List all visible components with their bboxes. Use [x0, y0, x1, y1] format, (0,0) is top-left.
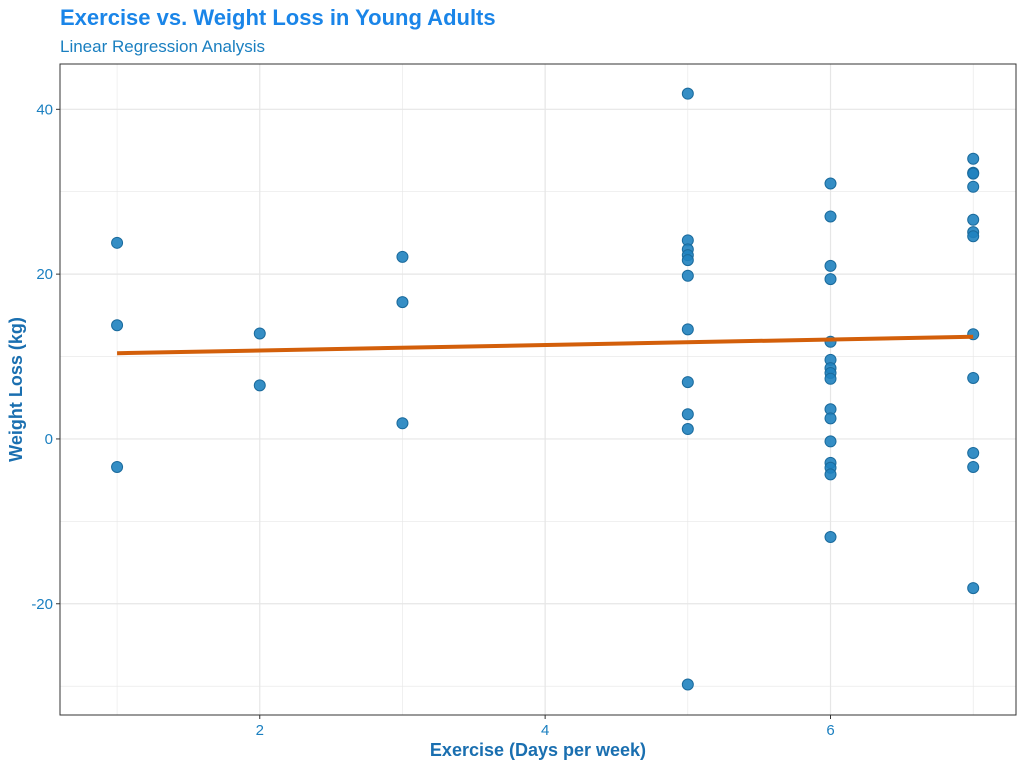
- data-point: [681, 408, 694, 421]
- data-point: [681, 87, 694, 100]
- x-axis-ticks: 2 4 6: [256, 715, 835, 739]
- data-point: [396, 296, 409, 309]
- data-point: [967, 167, 980, 180]
- chart-title: Exercise vs. Weight Loss in Young Adults: [60, 5, 496, 30]
- data-point: [253, 379, 266, 392]
- data-point: [824, 531, 837, 544]
- data-point: [396, 250, 409, 263]
- x-tick-label: 6: [826, 722, 834, 739]
- y-tick-label: 20: [36, 266, 53, 283]
- data-point: [967, 460, 980, 473]
- grid-lines: [60, 64, 1016, 715]
- data-point: [824, 435, 837, 448]
- data-point: [824, 412, 837, 425]
- data-point: [253, 327, 266, 340]
- data-point: [824, 372, 837, 385]
- y-axis-title: Weight Loss (kg): [6, 317, 26, 462]
- data-point: [681, 423, 694, 436]
- data-point: [824, 177, 837, 190]
- plot-panel: [59, 63, 1017, 716]
- data-points: [111, 87, 980, 691]
- x-axis-title: Exercise (Days per week): [430, 740, 646, 760]
- data-point: [396, 417, 409, 430]
- data-point: [967, 371, 980, 384]
- data-point: [681, 269, 694, 282]
- x-tick-label: 4: [541, 722, 549, 739]
- regression-line: [117, 334, 974, 356]
- data-point: [681, 323, 694, 336]
- data-point: [111, 236, 124, 249]
- data-point: [824, 468, 837, 481]
- data-point: [967, 213, 980, 226]
- data-point: [824, 210, 837, 223]
- y-axis-ticks: -20 0 20 40: [31, 101, 60, 613]
- data-point: [111, 460, 124, 473]
- data-point: [824, 259, 837, 272]
- data-point: [967, 152, 980, 165]
- y-tick-label: -20: [31, 596, 53, 613]
- x-tick-label: 2: [256, 722, 264, 739]
- chart-subtitle: Linear Regression Analysis: [60, 37, 266, 56]
- data-point: [967, 230, 980, 243]
- data-point: [967, 446, 980, 459]
- y-tick-label: 0: [45, 431, 53, 448]
- data-point: [681, 376, 694, 389]
- data-point: [111, 319, 124, 332]
- data-point: [824, 273, 837, 286]
- data-point: [681, 254, 694, 267]
- data-point: [967, 180, 980, 193]
- data-point: [681, 678, 694, 691]
- data-point: [967, 582, 980, 595]
- y-tick-label: 40: [36, 101, 53, 118]
